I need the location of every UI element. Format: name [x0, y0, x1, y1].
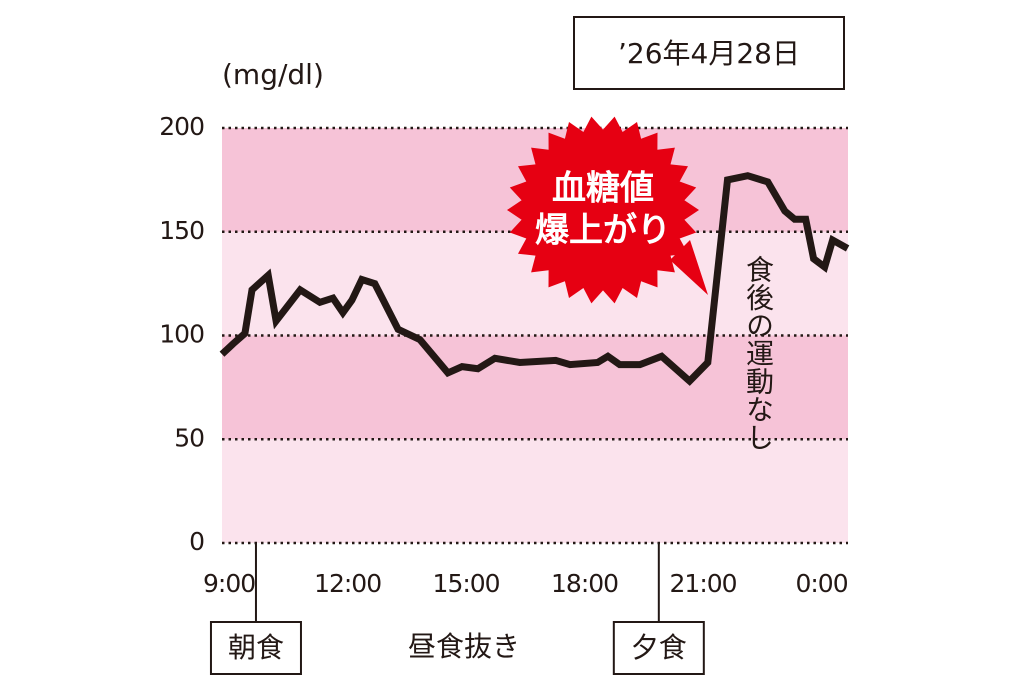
date-box	[573, 16, 845, 90]
callout-burst: 血糖値 爆上がり	[507, 116, 708, 304]
y-tick-label: 50	[174, 423, 204, 452]
callout-line: 爆上がり	[535, 211, 671, 251]
x-tick-label: 0:00	[795, 569, 847, 598]
plot	[219, 172, 850, 386]
event-label: 朝食	[228, 631, 284, 664]
burst-pointer	[670, 240, 708, 295]
band	[222, 335, 848, 440]
x-tick-label: 21:00	[670, 569, 737, 598]
x-tick-label: 12:00	[314, 569, 381, 598]
annotation: 食後の運動なし	[742, 255, 775, 451]
event-box	[209, 621, 302, 675]
y-tick-label: 100	[159, 320, 204, 349]
y-tick-label: 150	[159, 216, 204, 245]
burst-shape	[507, 116, 699, 304]
x-tick-label: 9:00	[203, 569, 255, 598]
band	[222, 439, 848, 543]
y-axis-unit: (mg/dl)	[222, 58, 324, 91]
glucose-line	[219, 172, 850, 386]
x-tick-label: 15:00	[433, 569, 500, 598]
event-box	[612, 621, 705, 675]
event-label: 夕食	[631, 631, 687, 664]
event-label: 昼食抜き	[408, 630, 520, 663]
y-tick-label: 200	[159, 112, 204, 141]
y-tick-label: 0	[189, 527, 204, 556]
x-tick-label: 18:00	[551, 569, 618, 598]
background-bands	[222, 128, 848, 543]
date-label: ’26年4月28日	[618, 37, 800, 70]
callout-line: 血糖値	[552, 169, 654, 209]
